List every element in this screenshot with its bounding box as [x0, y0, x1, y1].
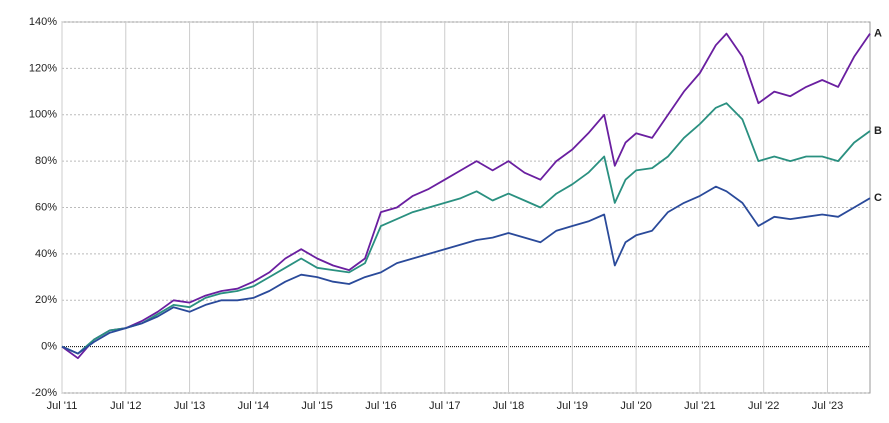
y-tick-label: 80%	[35, 155, 57, 167]
x-tick-label: Jul '11	[47, 400, 78, 412]
series-line	[61, 185, 871, 355]
y-tick-label: 100%	[29, 109, 57, 121]
y-tick-label: 140%	[29, 16, 57, 28]
x-tick-label: Jul '18	[493, 400, 524, 412]
x-tick-label: Jul '12	[110, 400, 141, 412]
x-tick-label: Jul '16	[365, 400, 396, 412]
y-tick-label: 120%	[29, 62, 57, 74]
y-tick-label: 40%	[35, 248, 57, 260]
x-tick-label: Jul '23	[812, 400, 843, 412]
series-label: B	[874, 125, 882, 137]
x-tick-label: Jul '21	[684, 400, 715, 412]
y-tick-label: -20%	[31, 387, 57, 399]
series-line	[61, 32, 871, 360]
x-tick-label: Jul '13	[174, 400, 205, 412]
y-tick-label: 0%	[41, 341, 57, 353]
y-tick-label: 20%	[35, 294, 57, 306]
series-label: C	[874, 192, 882, 204]
x-tick-label: Jul '20	[620, 400, 651, 412]
x-tick-label: Jul '22	[748, 400, 779, 412]
x-tick-label: Jul '15	[301, 400, 332, 412]
series-label: A	[874, 28, 882, 40]
x-tick-label: Jul '19	[557, 400, 588, 412]
y-tick-label: 60%	[35, 201, 57, 213]
series-line	[61, 102, 871, 355]
x-tick-label: Jul '14	[238, 400, 269, 412]
x-tick-label: Jul '17	[429, 400, 460, 412]
